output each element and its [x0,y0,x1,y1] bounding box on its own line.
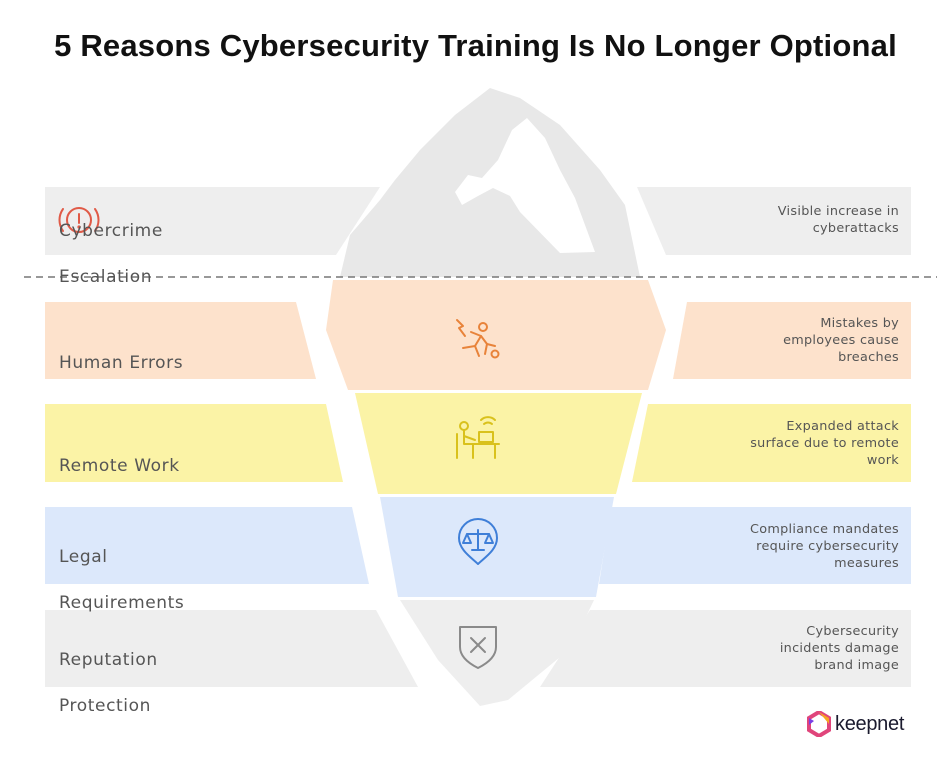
desc-line: breaches [838,350,899,365]
desc-line: incidents damage [779,641,899,656]
alert-circle-icon [58,207,100,233]
reason-label-cybercrime-escalation: Cybercrime Escalation [59,197,163,312]
desc-line: employees cause [783,333,899,348]
band-right-panel [599,507,911,584]
reason-label-human-errors: Human Errors [59,329,183,398]
desc-line: cyberattacks [812,221,899,236]
desc-line: Compliance mandates [749,522,899,537]
scales-shield-icon [458,518,498,565]
band-legal-requirements [45,497,911,597]
band-left-panel [45,610,418,687]
reason-desc-cybercrime-escalation: Visible increase in cyberattacks [679,203,899,237]
band-human-errors [45,280,911,390]
reason-desc-remote-work: Expanded attack surface due to remote wo… [679,418,899,469]
desc-line: Expanded attack [786,419,899,434]
desc-line: surface due to remote [750,436,899,451]
iceberg-segment [400,600,594,706]
desc-line: Mistakes by [820,316,899,331]
iceberg-snow [455,118,595,253]
reason-desc-reputation-protection: Cybersecurity incidents damage brand ima… [679,623,899,674]
reason-desc-legal-requirements: Compliance mandates require cybersecurit… [679,521,899,572]
desc-line: brand image [814,658,899,673]
reason-label-remote-work: Remote Work [59,432,180,501]
band-right-panel [632,404,911,482]
keepnet-logo-icon [807,711,831,737]
desc-line: work [866,453,899,468]
label-line: Reputation [59,650,158,670]
desc-line: Cybersecurity [806,624,899,639]
band-right-panel [540,610,911,687]
iceberg-segment [380,497,614,597]
band-cybercrime-escalation [45,187,911,255]
broken-shield-icon [459,626,497,669]
band-left-panel [45,187,380,255]
falling-person-icon [456,319,500,359]
band-right-panel [673,302,911,379]
desc-line: require cybersecurity [756,539,899,554]
band-right-panel [637,187,911,255]
label-line: Requirements [59,593,185,613]
reason-label-legal-requirements: Legal Requirements [59,523,184,638]
band-left-panel [45,507,369,584]
label-line: Protection [59,696,152,716]
label-line: Escalation [59,267,153,287]
desc-line: measures [834,556,899,571]
reason-label-reputation-protection: Reputation Protection [59,626,158,741]
band-left-panel [45,302,316,379]
reason-desc-human-errors: Mistakes by employees cause breaches [679,315,899,366]
band-left-panel [45,404,343,482]
label-line: Remote Work [59,456,180,476]
desc-line: Visible increase in [777,204,899,219]
label-line: Cybercrime [59,221,163,241]
band-reputation-protection [45,600,911,706]
page-title: 5 Reasons Cybersecurity Training Is No L… [54,28,897,63]
label-line: Human Errors [59,353,184,373]
iceberg-segment [326,280,666,390]
brand-name: keepnet [835,712,905,735]
label-line: Legal [59,547,108,567]
remote-worker-icon [456,416,500,459]
brand-logo: keepnet [806,710,904,738]
